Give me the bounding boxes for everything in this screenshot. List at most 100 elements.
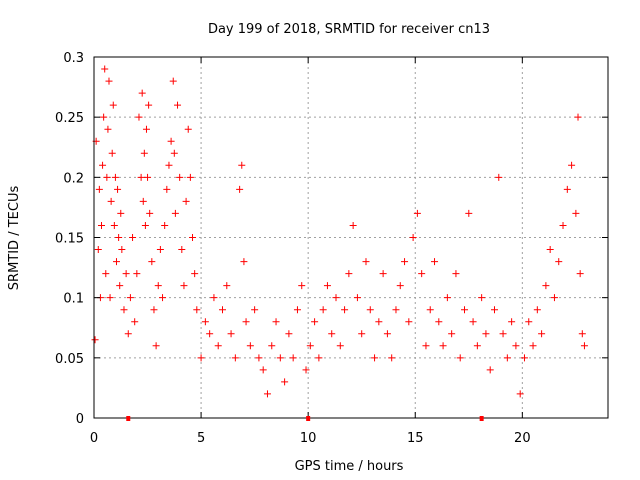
data-point	[106, 294, 114, 302]
data-point	[255, 354, 263, 362]
data-point	[388, 354, 396, 362]
axis-ticks: 0 5 10 15 20 0 0.05 0.1 0.15 0.2 0.25 0.3	[55, 51, 608, 446]
data-point	[165, 161, 173, 169]
data-point	[117, 209, 125, 217]
data-point	[137, 173, 145, 181]
data-point	[315, 354, 323, 362]
data-point	[311, 318, 319, 326]
data-point	[184, 125, 192, 133]
data-point	[178, 246, 186, 254]
data-point	[150, 306, 158, 314]
data-point	[371, 354, 379, 362]
data-point	[401, 258, 409, 266]
data-point	[443, 294, 451, 302]
data-point	[141, 221, 149, 229]
data-point	[219, 306, 226, 314]
data-point	[563, 185, 571, 193]
data-point	[110, 221, 118, 229]
data-point	[580, 342, 588, 350]
data-point	[210, 294, 218, 302]
data-point	[108, 149, 116, 157]
grid-lines	[94, 57, 608, 418]
data-point	[148, 258, 156, 266]
data-point	[238, 161, 246, 169]
data-point	[345, 270, 353, 278]
y-tick-label: 0.1	[63, 292, 84, 307]
data-point	[293, 306, 301, 314]
data-point	[281, 378, 289, 386]
data-point	[109, 101, 117, 109]
data-point	[439, 342, 447, 350]
data-point	[379, 270, 387, 278]
data-point	[516, 390, 524, 398]
data-point	[242, 318, 250, 326]
data-point	[302, 366, 310, 374]
data-point	[538, 330, 546, 338]
data-point	[574, 113, 582, 121]
y-tick-label: 0.2	[63, 171, 84, 186]
data-point	[405, 318, 413, 326]
data-point	[240, 258, 248, 266]
data-point	[465, 209, 473, 217]
data-point	[448, 330, 456, 338]
axis-marker	[306, 416, 311, 421]
data-point	[503, 354, 511, 362]
data-points	[91, 65, 588, 398]
data-point	[328, 330, 336, 338]
data-point	[182, 197, 190, 205]
data-point	[319, 306, 327, 314]
y-tick-label: 0.15	[55, 232, 84, 247]
data-point	[120, 306, 128, 314]
data-point	[174, 101, 182, 109]
data-point	[116, 282, 124, 290]
data-point	[366, 306, 374, 314]
data-point	[263, 390, 271, 398]
data-point	[413, 209, 421, 217]
data-point	[546, 246, 554, 254]
data-point	[154, 282, 162, 290]
data-point	[103, 173, 111, 181]
data-point	[223, 282, 231, 290]
data-point	[100, 113, 108, 121]
data-point	[161, 221, 169, 229]
x-tick-label: 5	[197, 431, 205, 446]
data-point	[171, 209, 179, 217]
data-point	[289, 354, 297, 362]
data-point	[362, 258, 370, 266]
data-point	[167, 137, 175, 145]
data-point	[193, 306, 201, 314]
data-point	[169, 77, 177, 85]
data-point	[276, 354, 284, 362]
data-point	[285, 330, 293, 338]
data-point	[99, 161, 107, 169]
data-point	[495, 173, 503, 181]
x-tick-label: 15	[407, 431, 424, 446]
data-point	[486, 366, 494, 374]
data-point	[272, 318, 280, 326]
data-point	[94, 246, 102, 254]
x-tick-label: 0	[90, 431, 98, 446]
x-tick-label: 10	[300, 431, 317, 446]
data-point	[156, 246, 164, 254]
data-point	[180, 282, 188, 290]
data-point	[422, 342, 430, 350]
data-point	[332, 294, 340, 302]
data-point	[214, 342, 222, 350]
data-point	[383, 330, 391, 338]
data-point	[191, 270, 199, 278]
data-point	[140, 149, 148, 157]
data-point	[163, 185, 171, 193]
data-point	[251, 306, 259, 314]
data-point	[152, 342, 160, 350]
data-point	[102, 270, 110, 278]
data-point	[268, 342, 276, 350]
data-point	[349, 221, 357, 229]
data-point	[409, 234, 417, 241]
data-point	[578, 330, 586, 338]
data-point	[469, 318, 477, 326]
data-point	[124, 330, 132, 338]
data-point	[490, 306, 498, 314]
data-point	[396, 282, 404, 290]
axis-marker	[479, 416, 484, 421]
